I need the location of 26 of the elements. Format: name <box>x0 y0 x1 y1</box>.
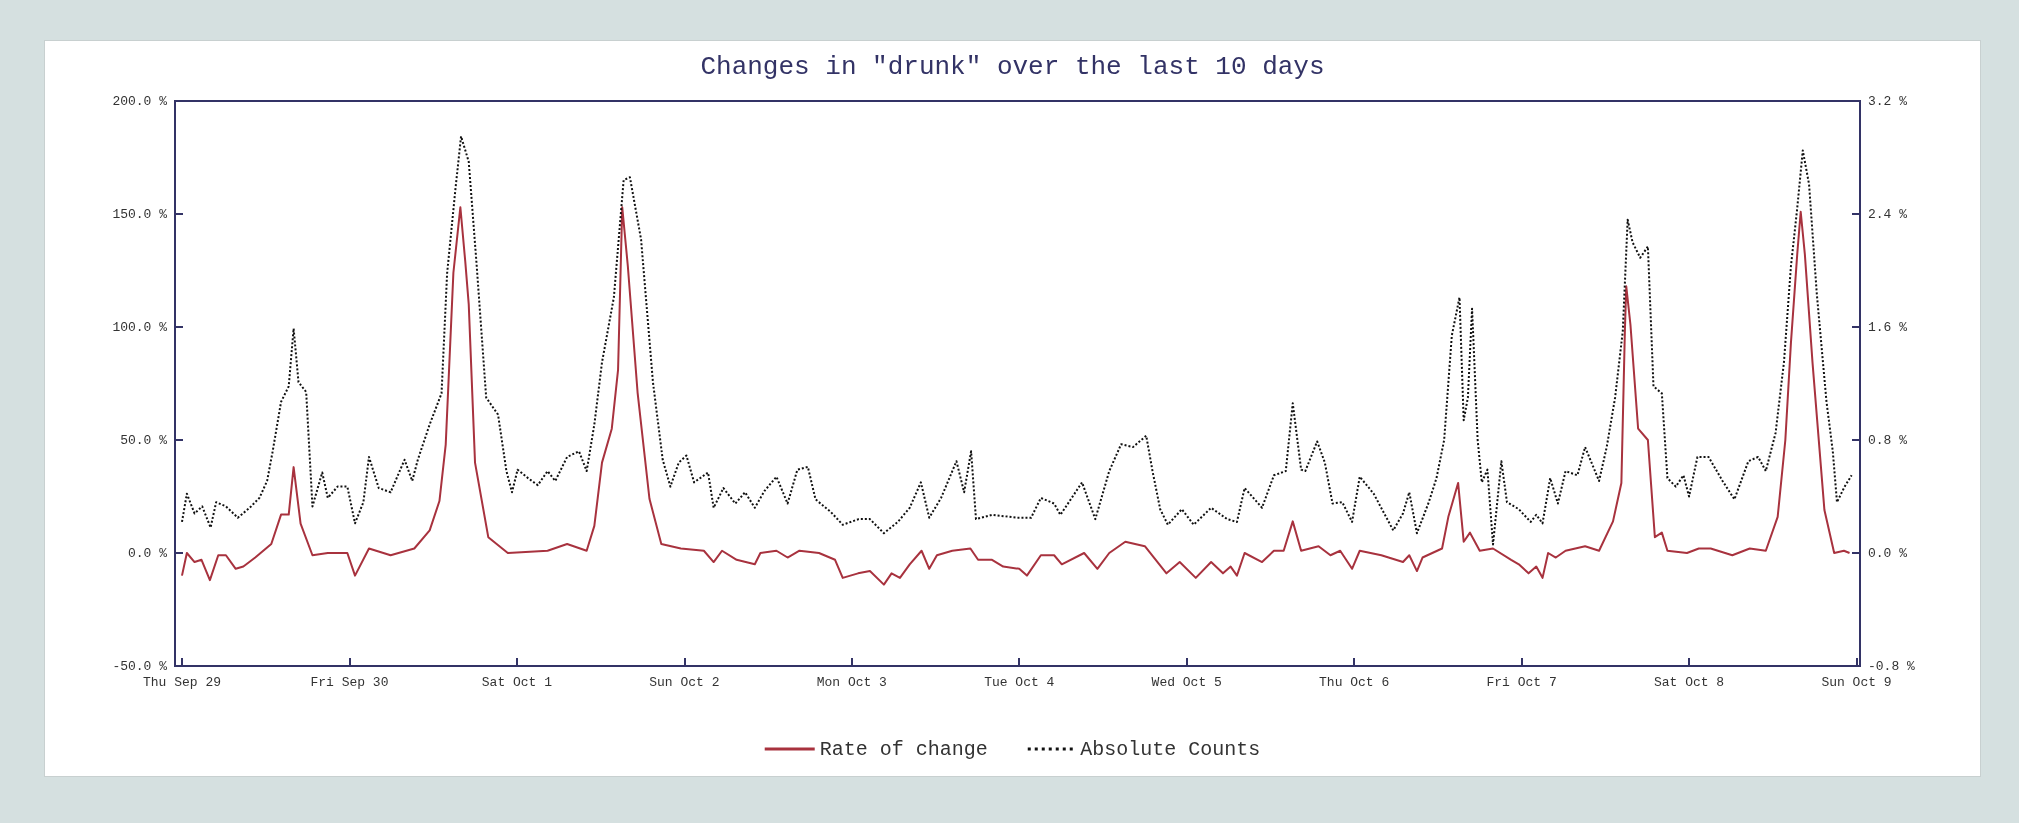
y2-tick-label: 1.6 % <box>1868 319 1908 335</box>
y-tick-label: -50.0 % <box>112 658 168 674</box>
y-tick-label: 100.0 % <box>112 319 168 335</box>
legend-label: Rate of change <box>819 737 988 761</box>
y2-tick-label: 3.2 % <box>1868 93 1908 109</box>
legend-label: Absolute Counts <box>1080 737 1261 761</box>
y-tick-label: 50.0 % <box>120 432 168 448</box>
x-tick-label: Mon Oct 3 <box>816 675 887 690</box>
x-tick-label: Sun Oct 2 <box>649 675 720 690</box>
y2-tick-label: 0.0 % <box>1868 545 1908 561</box>
y2-tick-label: 2.4 % <box>1868 206 1908 222</box>
x-tick-label: Fri Sep 30 <box>310 675 389 690</box>
x-tick-label: Sat Oct 1 <box>481 675 553 690</box>
y-tick-label: 200.0 % <box>112 93 168 109</box>
y-tick-label: 0.0 % <box>127 545 168 561</box>
x-tick-label: Thu Oct 6 <box>1319 675 1390 690</box>
y-tick-label: 150.0 % <box>112 206 168 222</box>
x-tick-label: Sat Oct 8 <box>1653 675 1725 690</box>
x-tick-label: Thu Sep 29 <box>142 675 221 690</box>
x-tick-label: Fri Oct 7 <box>1486 675 1557 690</box>
y2-tick-label: -0.8 % <box>1868 658 1916 674</box>
y2-tick-label: 0.8 % <box>1868 432 1908 448</box>
x-tick-label: Wed Oct 5 <box>1151 675 1222 690</box>
x-tick-label: Sun Oct 9 <box>1821 675 1892 690</box>
chart-title: Changes in "drunk" over the last 10 days <box>700 52 1325 82</box>
x-tick-label: Tue Oct 4 <box>984 675 1055 690</box>
